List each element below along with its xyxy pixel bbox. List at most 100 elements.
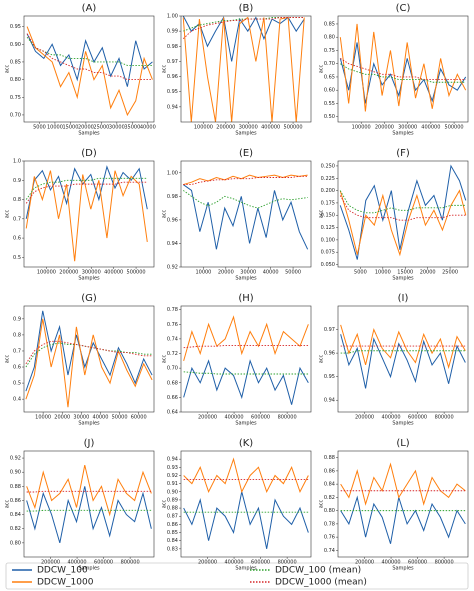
y-tick-label: 0.90 [167,489,178,495]
x-tick-label: 600000 [408,560,427,566]
y-tick-label: 0.72 [167,351,178,357]
plot-frame [23,305,155,413]
x-tick-label: 400000 [261,125,280,131]
x-tick-label: 30000 [73,415,89,421]
y-axis-label: acc [319,499,325,508]
y-tick-label: 0.88 [10,484,21,490]
y-tick-label: 0.78 [167,307,178,313]
x-tick-label: 200000 [59,270,78,276]
y-tick-label: 0.82 [10,526,21,532]
x-tick-label: 50000 [112,415,128,421]
x-tick-label: 600000 [251,560,270,566]
series-line [25,340,153,365]
y-tick-label: 1.00 [167,170,178,176]
series-line [26,490,152,493]
y-axis-label: acc [319,64,325,73]
x-tick-label: 400000 [68,560,87,566]
series-line [339,164,467,260]
y-tick-label: 0.70 [10,112,21,118]
y-axis-label: acc [319,354,325,363]
y-tick-label: 0.75 [10,95,21,101]
x-axis-label: Samples [78,421,100,427]
y-tick-label: 0.84 [167,538,178,544]
x-tick-label: 20000 [54,415,70,421]
x-tick-label: 200000 [198,560,217,566]
y-axis-label: acc [162,499,168,508]
y-tick-label: 0.95 [324,374,335,380]
panel-title: (D) [81,148,97,159]
x-tick-label: 600000 [408,415,427,421]
plot-frame [180,305,312,413]
y-tick-label: 0.84 [10,512,21,518]
panel: (H) 0.64 0.66 0.68 0.70 0.72 0.74 0.76 0.78 20000… [162,293,312,427]
plot-frame [337,305,469,413]
legend-label: DDCW_1000 [37,578,94,588]
y-tick-label: 0.80 [324,508,335,514]
x-tick-label: 10000 [35,415,51,421]
panel-title: (G) [81,293,97,304]
x-axis-label: Samples [235,131,257,137]
x-axis-label: Samples [392,131,414,137]
x-tick-label: 800000 [278,560,297,566]
y-tick-label: 0.150 [321,213,335,219]
x-axis-label: Samples [235,276,257,282]
y-axis-label: acc [5,209,11,218]
x-tick-label: 30000 [109,125,125,131]
panel: (C) 0.50 0.55 0.60 0.65 0.70 0.75 0.80 0.85 10000… [319,3,469,137]
plot-frame [180,450,312,558]
panel: (A) 0.70 0.75 0.80 0.85 0.90 0.95 5000 10000 1500… [5,3,156,137]
y-tick-label: 0.80 [324,35,335,41]
panel-title: (E) [239,148,253,159]
panel-title: (B) [239,3,254,14]
x-tick-label: 400000 [225,560,244,566]
x-tick-label: 35000 [124,125,140,131]
y-tick-label: 0.92 [167,473,178,479]
x-tick-label: 200000 [198,415,217,421]
lines [340,462,466,544]
y-tick-label: 0.94 [324,398,335,404]
panel-title: (K) [239,438,253,449]
x-axis-label: Samples [78,276,100,282]
y-axis-label: acc [5,499,11,508]
y-tick-label: 0.70 [167,366,178,372]
series-line [182,16,305,62]
y-tick-label: 0.050 [321,262,335,268]
series-line [25,318,153,408]
x-tick-label: 25000 [93,125,109,131]
y-tick-label: 0.68 [167,380,178,386]
plot-frame [337,450,469,558]
x-axis-label: Samples [235,421,257,427]
series-line [340,334,466,389]
series-line [26,33,153,87]
y-tick-label: 0.7 [13,216,21,222]
series-line [183,457,309,494]
x-tick-label: 15000 [397,270,413,276]
panel: (B) 0.94 0.95 0.96 0.97 0.98 0.99 1.00 100000 200… [162,3,312,137]
series-line [339,190,466,214]
x-tick-label: 60000 [131,415,147,421]
y-tick-label: 0.9 [13,316,21,322]
y-tick-label: 0.125 [321,225,335,231]
y-tick-label: 0.64 [167,410,178,416]
y-tick-label: 1.00 [167,14,178,20]
y-tick-label: 0.7 [13,348,21,354]
plot-frame [180,160,312,268]
y-tick-label: 0.250 [321,163,335,169]
series-line [26,486,152,544]
x-tick-label: 400000 [104,270,123,276]
y-tick-label: 0.70 [324,61,335,67]
y-tick-label: 0.100 [321,237,335,243]
y-axis-label: acc [5,354,11,363]
y-tick-label: 0.80 [10,77,21,83]
x-tick-label: 50000 [285,270,301,276]
legend-label: DDCW_100 (mean) [275,566,361,576]
y-tick-label: 0.87 [167,514,178,520]
y-tick-label: 0.76 [167,322,178,328]
x-tick-label: 200000 [41,560,60,566]
series-line [182,16,305,122]
x-tick-label: 400000 [421,125,440,131]
x-axis-label: Samples [78,566,100,572]
y-tick-label: 0.8 [13,197,21,203]
lines [25,310,153,408]
y-tick-label: 0.50 [324,114,335,120]
